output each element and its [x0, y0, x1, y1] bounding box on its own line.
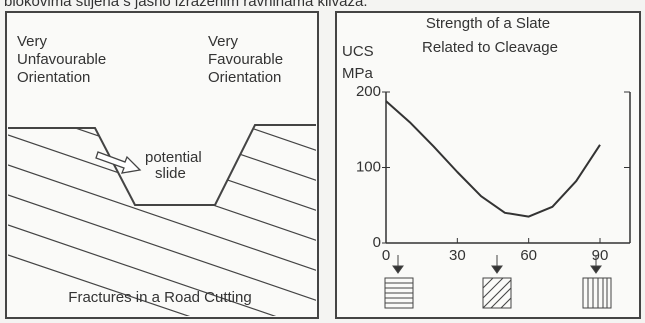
- chart-panel: [336, 12, 640, 318]
- caption: Fractures in a Road Cutting: [68, 289, 251, 306]
- unfavourable-label: Unfavourable: [17, 51, 106, 68]
- x-tick-label: 0: [382, 247, 390, 264]
- slide-label: potential: [145, 149, 202, 166]
- x-tick-label: 90: [592, 247, 609, 264]
- y-label: UCS: [342, 43, 374, 60]
- unfavourable-label: Very: [17, 33, 48, 50]
- y-tick-label: 100: [356, 158, 381, 175]
- chart-title: Strength of a Slate: [426, 15, 550, 32]
- y-tick-label: 200: [356, 83, 381, 100]
- figure: blokovima stijena s jasno izraženim ravn…: [0, 0, 645, 323]
- slide-label: slide: [155, 165, 186, 182]
- header-text: blokovima stijena s jasno izraženim ravn…: [4, 0, 368, 10]
- y-tick-label: 0: [373, 234, 381, 251]
- y-unit: MPa: [342, 65, 374, 82]
- favourable-label: Orientation: [208, 69, 281, 86]
- chart-subtitle: Related to Cleavage: [422, 39, 558, 56]
- favourable-label: Very: [208, 33, 239, 50]
- unfavourable-label: Orientation: [17, 69, 90, 86]
- x-tick-label: 60: [520, 247, 537, 264]
- favourable-label: Favourable: [208, 51, 283, 68]
- x-tick-label: 30: [449, 247, 466, 264]
- page: blokovima stijena s jasno izraženim ravn…: [0, 0, 645, 323]
